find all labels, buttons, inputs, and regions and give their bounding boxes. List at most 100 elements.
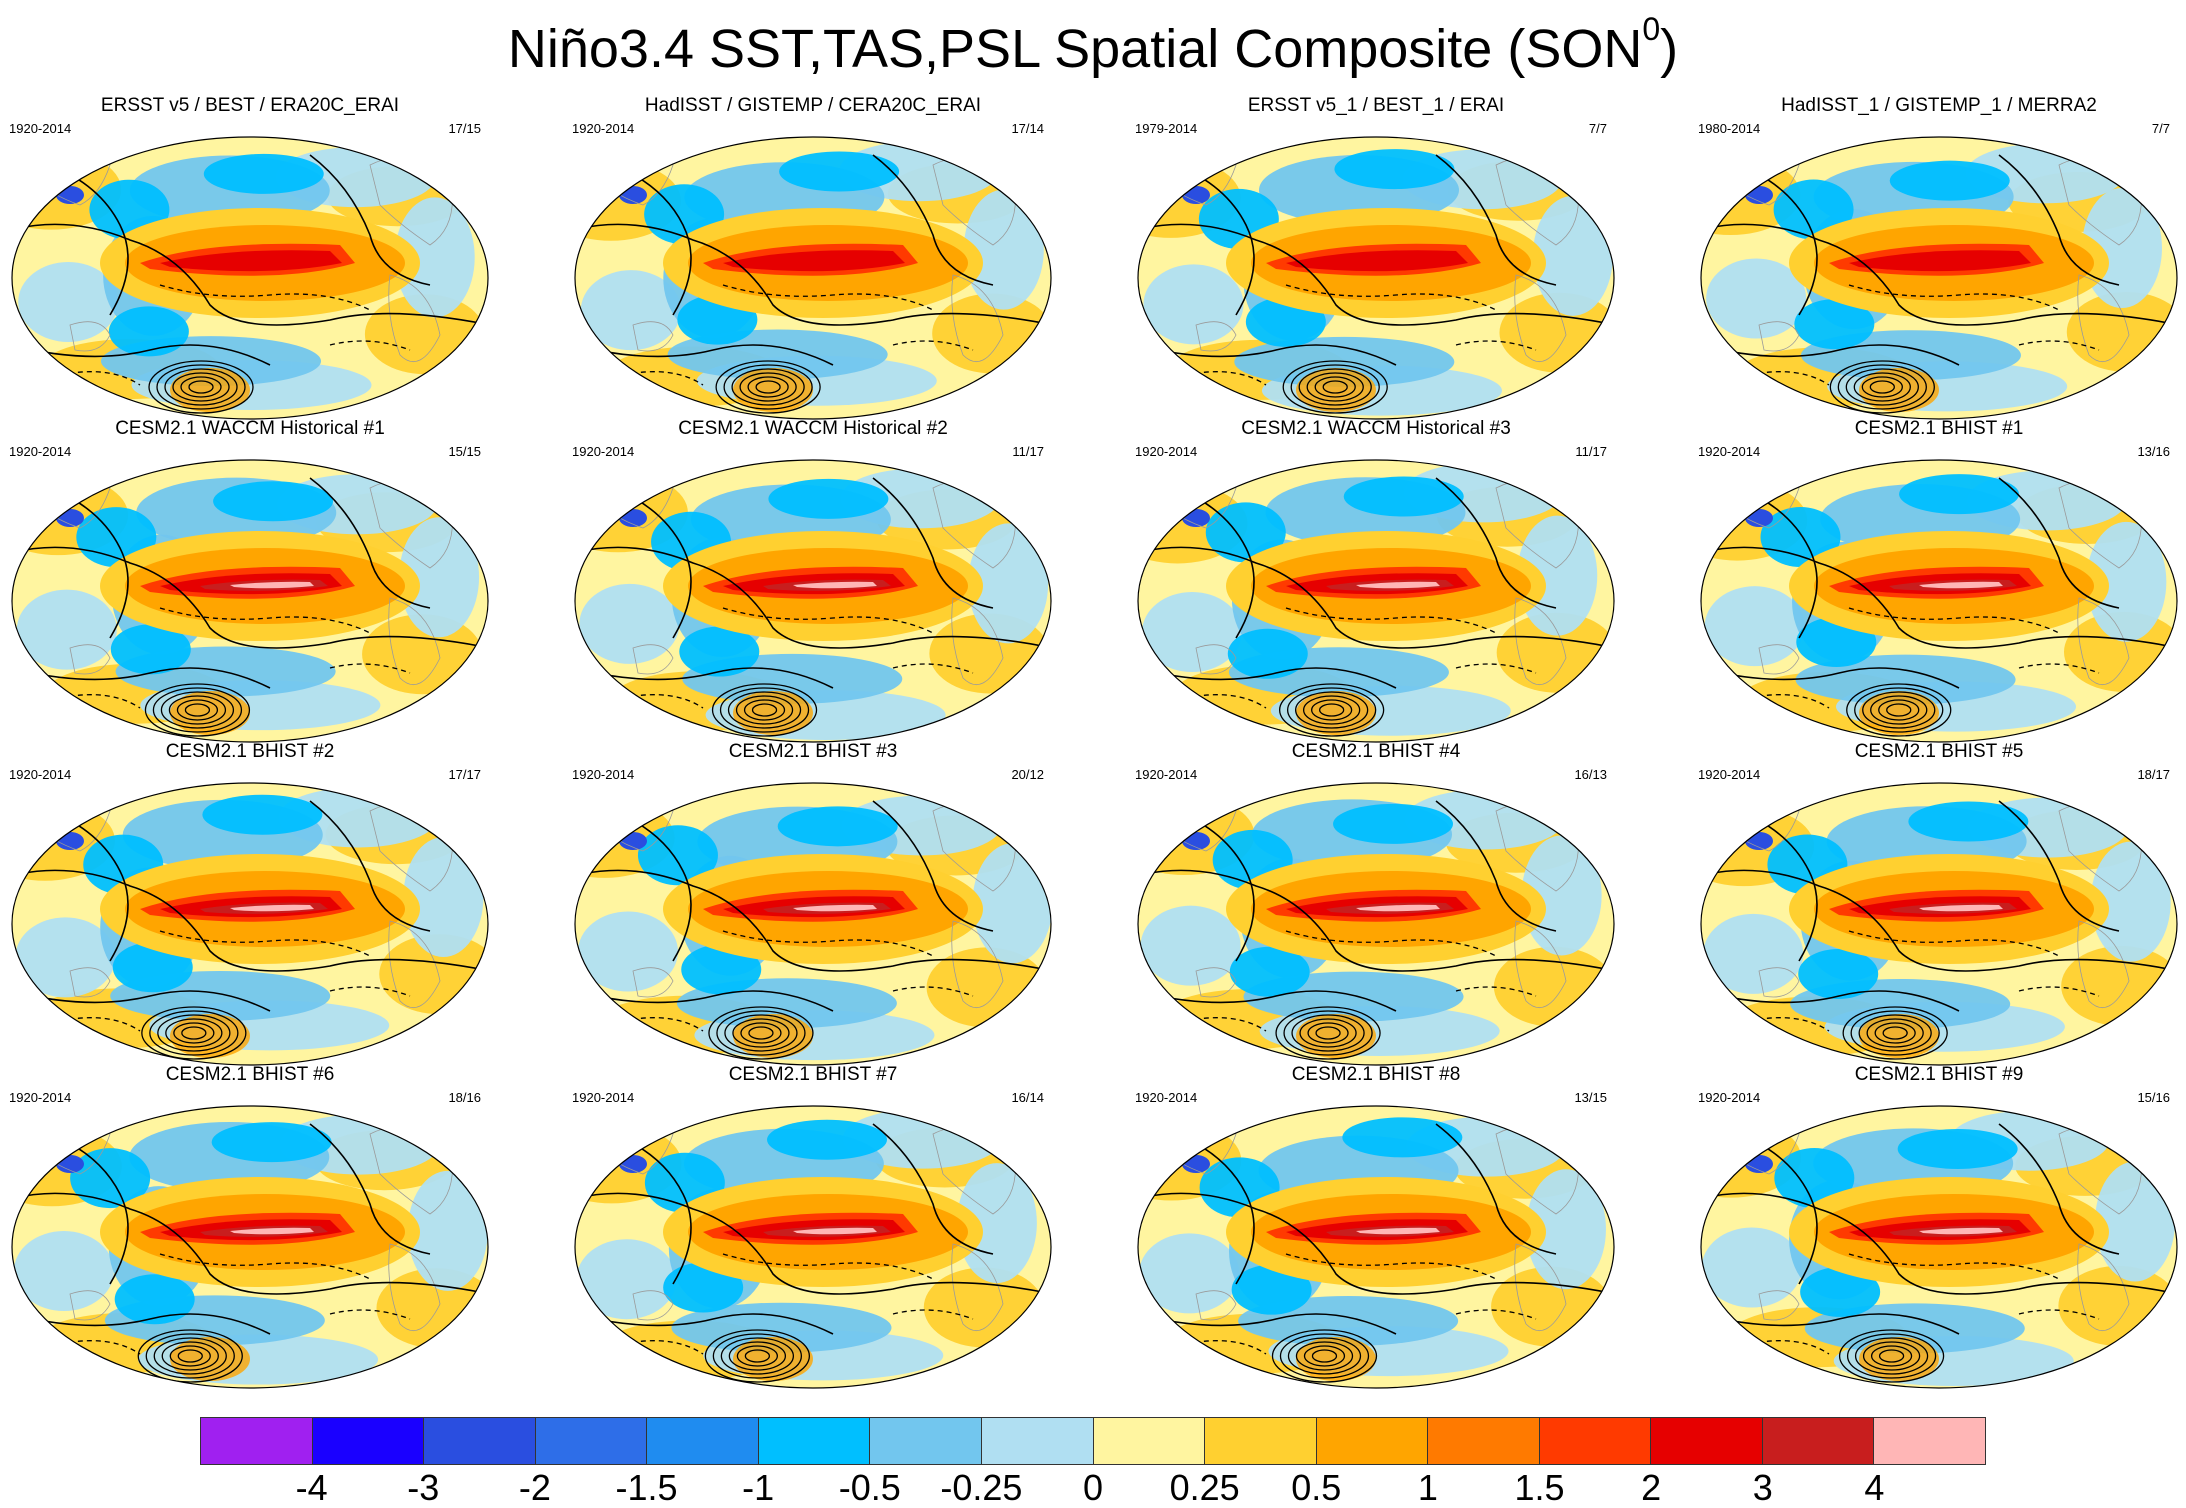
panel-title: ERSST v5_1 / BEST_1 / ERAI [1247, 95, 1505, 116]
colorbar-label: -0.5 [838, 1467, 901, 1508]
colorbar-label: 0 [1082, 1467, 1104, 1508]
map-2 [574, 136, 1052, 420]
panel-7: CESM2.1 WACCM Historical #3 1920-2014 11/1… [1131, 418, 1621, 743]
panel-count: 11/17 [1012, 444, 1044, 459]
colorbar-box-8 [981, 1418, 1094, 1464]
colorbar-box-9 [1093, 1418, 1206, 1464]
panel-years: 1920-2014 [572, 444, 635, 459]
panel-years: 1920-2014 [572, 121, 635, 136]
panel-count: 11/17 [1575, 444, 1607, 459]
colorbar-box-14 [1651, 1418, 1763, 1464]
panel-years: 1920-2014 [1135, 767, 1198, 782]
colorbar-box-3 [424, 1418, 536, 1464]
colorbar-label: 2 [1641, 1467, 1662, 1508]
panel-count: 20/12 [1011, 767, 1044, 782]
panel-years: 1920-2014 [572, 767, 635, 782]
panel-6: CESM2.1 WACCM Historical #2 1920-2014 11/1… [568, 418, 1058, 743]
panel-title: CESM2.1 BHIST #7 [728, 1064, 898, 1085]
colorbar-label: 4 [1864, 1467, 1885, 1508]
panel-8: CESM2.1 BHIST #1 1920-2014 13/16 [1694, 418, 2184, 743]
colorbar-box-15 [1762, 1418, 1875, 1464]
panel-title: CESM2.1 BHIST #3 [728, 741, 898, 762]
panel-4: HadISST_1 / GISTEMP_1 / MERRA2 1980-2014 7… [1694, 95, 2184, 420]
panel-count: 18/16 [448, 1090, 481, 1105]
panel-title: HadISST_1 / GISTEMP_1 / MERRA2 [1781, 95, 2097, 116]
title-superscript: 0 [1642, 11, 1661, 47]
map-14 [574, 1105, 1052, 1389]
colorbar-box-13 [1539, 1418, 1652, 1464]
panel-count: 15/15 [448, 444, 481, 459]
panel-9: CESM2.1 BHIST #2 1920-2014 17/17 [5, 741, 495, 1066]
panel-count: 13/16 [2137, 444, 2170, 459]
colorbar-box-5 [647, 1418, 759, 1464]
colorbar-box-1 [201, 1418, 313, 1464]
panel-title: CESM2.1 WACCM Historical #2 [678, 418, 948, 439]
panel-years: 1920-2014 [1698, 1090, 1761, 1105]
panel-5: CESM2.1 WACCM Historical #1 1920-2014 15/1… [5, 418, 495, 743]
panel-16: CESM2.1 BHIST #9 1920-2014 15/16 [1694, 1064, 2184, 1389]
colorbar-box-11 [1316, 1418, 1429, 1464]
colorbar-labels: -4 -3 -2 -1.5 -1 -0.5 -0.25 0 0.25 0.5 1 1.5 2 3 4 [200, 1470, 1986, 1506]
colorbar-label: -3 [407, 1467, 440, 1508]
map-3 [1137, 136, 1615, 420]
colorbar-box-4 [535, 1418, 648, 1464]
panel-title: HadISST / GISTEMP / CERA20C_ERAI [644, 95, 982, 116]
colorbar-label: 0.5 [1291, 1467, 1342, 1508]
colorbar-box-6 [758, 1418, 871, 1464]
panel-11: CESM2.1 BHIST #4 1920-2014 16/13 [1131, 741, 1621, 1066]
panel-years: 1920-2014 [9, 1090, 72, 1105]
colorbar [200, 1417, 1986, 1465]
map-13 [11, 1105, 489, 1389]
panel-title: CESM2.1 BHIST #4 [1291, 741, 1461, 762]
map-4 [1700, 136, 2178, 420]
panel-years: 1920-2014 [1698, 767, 1761, 782]
panel-years: 1920-2014 [1135, 1090, 1198, 1105]
panel-count: 7/7 [1588, 121, 1607, 136]
panel-count: 17/15 [448, 121, 481, 136]
colorbar-box-2 [312, 1418, 425, 1464]
panel-count: 17/14 [1011, 121, 1044, 136]
panel-14: CESM2.1 BHIST #7 1920-2014 16/14 [568, 1064, 1058, 1389]
panel-years: 1920-2014 [9, 767, 72, 782]
colorbar-label: 1 [1417, 1467, 1438, 1508]
panel-1: ERSST v5 / BEST / ERA20C_ERAI 1920-2014 17… [5, 95, 495, 420]
panel-title: CESM2.1 BHIST #5 [1854, 741, 2024, 762]
map-7 [1137, 459, 1615, 743]
panel-years: 1920-2014 [572, 1090, 635, 1105]
colorbar-label: -0.25 [940, 1467, 1023, 1508]
panel-title: CESM2.1 WACCM Historical #3 [1241, 418, 1511, 439]
panel-count: 15/16 [2137, 1090, 2170, 1105]
panel-13: CESM2.1 BHIST #6 1920-2014 18/16 [5, 1064, 495, 1389]
panel-count: 17/17 [448, 767, 481, 782]
title-text: Niño3.4 SST,TAS,PSL Spatial Composite (S… [507, 19, 1643, 79]
panel-title: CESM2.1 BHIST #6 [165, 1064, 335, 1085]
colorbar-box-10 [1205, 1418, 1317, 1464]
map-6 [574, 459, 1052, 743]
panel-count: 16/14 [1011, 1090, 1044, 1105]
panel-title: CESM2.1 BHIST #8 [1291, 1064, 1461, 1085]
panel-years: 1920-2014 [1698, 444, 1761, 459]
panel-3: ERSST v5_1 / BEST_1 / ERAI 1979-2014 7/7 [1131, 95, 1621, 420]
panel-count: 16/13 [1574, 767, 1607, 782]
panel-years: 1980-2014 [1698, 121, 1761, 136]
map-16 [1700, 1105, 2178, 1389]
colorbar-box-16 [1874, 1418, 1985, 1464]
figure-title: Niño3.4 SST,TAS,PSL Spatial Composite (S… [0, 2, 2186, 79]
map-12 [1700, 782, 2178, 1066]
title-close: ) [1660, 19, 1679, 79]
colorbar-box-12 [1428, 1418, 1540, 1464]
panel-title: CESM2.1 BHIST #2 [165, 741, 335, 762]
panel-12: CESM2.1 BHIST #5 1920-2014 18/17 [1694, 741, 2184, 1066]
panel-grid: ERSST v5 / BEST / ERA20C_ERAI 1920-2014 17… [5, 95, 2184, 1389]
colorbar-label: -4 [295, 1467, 328, 1508]
panel-years: 1920-2014 [9, 444, 72, 459]
panel-title: ERSST v5 / BEST / ERA20C_ERAI [100, 95, 400, 116]
colorbar-label: 1.5 [1514, 1467, 1565, 1508]
panel-10: CESM2.1 BHIST #3 1920-2014 20/12 [568, 741, 1058, 1066]
colorbar-label: -1 [742, 1467, 775, 1508]
panel-2: HadISST / GISTEMP / CERA20C_ERAI 1920-201… [568, 95, 1058, 420]
panel-title: CESM2.1 WACCM Historical #1 [115, 418, 385, 439]
map-11 [1137, 782, 1615, 1066]
map-1 [11, 136, 489, 420]
panel-count: 7/7 [2151, 121, 2170, 136]
